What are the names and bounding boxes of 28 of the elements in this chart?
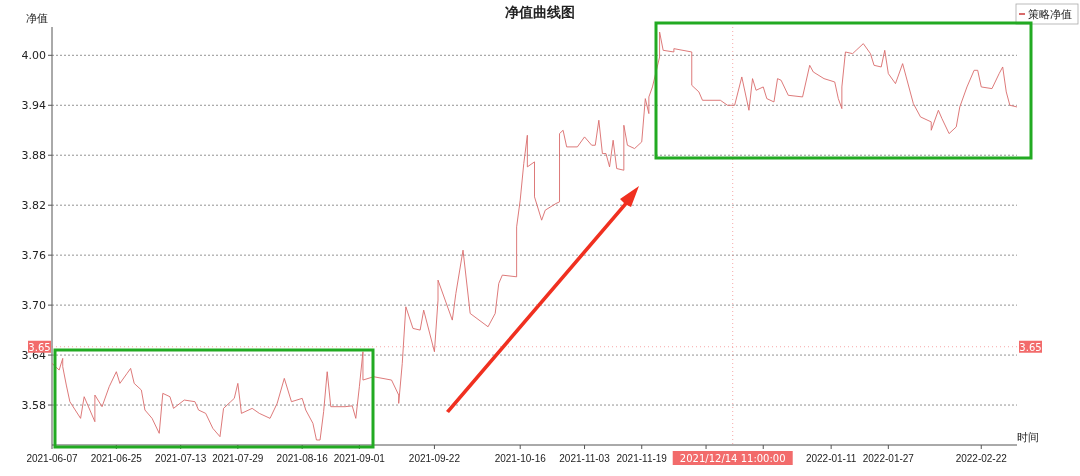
- legend-label: 策略净值: [1028, 8, 1072, 21]
- ref-line-label: 3.65: [28, 341, 51, 353]
- y-tick-label: 3.58: [21, 399, 46, 413]
- line-series: [51, 31, 1018, 441]
- x-tick-label: 2021-08-16: [276, 453, 329, 464]
- x-axis-title: 时间: [1017, 431, 1039, 444]
- y-tick-label: 3.88: [21, 149, 46, 163]
- x-tick-label: 2021-07-29: [212, 453, 264, 464]
- y-tick-label: 3.94: [21, 99, 46, 113]
- y-tick-label: 3.70: [21, 299, 46, 313]
- x-tick-label: 2021-09-22: [408, 453, 461, 464]
- y-tick-label: 4.00: [21, 49, 46, 63]
- x-tick-label: 2022-01-11: [805, 453, 857, 464]
- text: 3.65: [1019, 341, 1042, 353]
- y-tick-label: 3.76: [21, 249, 46, 263]
- x-tick-label: 2021-11-19: [616, 453, 668, 464]
- x-tick-label: 2021-06-25: [90, 453, 143, 464]
- y-tick-label: 3.82: [21, 199, 46, 213]
- x-tick-label: 2021-07-13: [155, 453, 207, 464]
- x-tick-label: 2022-02-22: [955, 453, 1008, 464]
- y-axis-title: 净值: [26, 12, 48, 25]
- x-tick-label: 2021-09-01: [333, 453, 386, 464]
- x-tick-label: 2021-11-03: [559, 453, 611, 464]
- x-tick-label: 2021-10-16: [494, 453, 547, 464]
- chart-title: 净值曲线图: [505, 4, 575, 20]
- x-tick-label: 2021-06-07: [26, 453, 79, 464]
- x-tick-label: 2022-01-27: [862, 453, 915, 464]
- ref-line-label: 2021/12/14 11:00:00: [679, 453, 786, 464]
